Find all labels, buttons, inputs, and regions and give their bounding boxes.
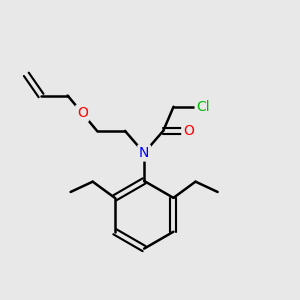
Text: O: O bbox=[77, 106, 88, 120]
Text: Cl: Cl bbox=[196, 100, 210, 114]
Text: N: N bbox=[139, 146, 149, 160]
Text: O: O bbox=[183, 124, 194, 138]
